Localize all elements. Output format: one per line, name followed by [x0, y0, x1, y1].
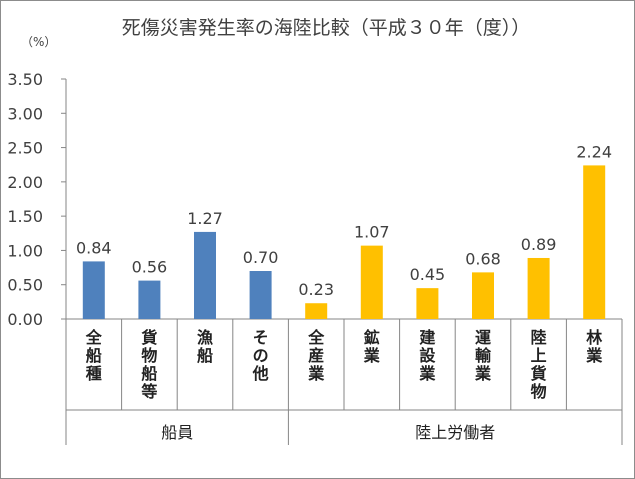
- category-label: 運輸業: [474, 328, 492, 383]
- bar-3: [194, 231, 216, 319]
- group-label: 船員: [161, 423, 193, 442]
- category-label: 全船種: [85, 328, 103, 383]
- data-label: 1.27: [187, 209, 223, 228]
- group-labels: 船員 陸上労働者: [161, 423, 495, 442]
- y-tick-label: 1.00: [7, 241, 43, 260]
- data-label: 1.07: [354, 223, 390, 242]
- bar-10: [583, 165, 606, 319]
- bars: [82, 165, 606, 319]
- category-label: 貨物船等: [140, 328, 157, 401]
- y-tick-label: 3.00: [7, 104, 43, 123]
- data-label: 0.70: [243, 248, 279, 267]
- y-tick-label: 2.50: [7, 139, 43, 158]
- data-label: 0.56: [132, 258, 168, 277]
- bar-9: [527, 257, 550, 319]
- data-label: 0.89: [521, 235, 557, 254]
- y-tick-label: 1.50: [7, 207, 43, 226]
- y-tick-label: 3.50: [7, 70, 43, 89]
- bar-2: [138, 280, 161, 319]
- bar-7: [416, 288, 439, 319]
- chart-title: 死傷災害発生率の海陸比較（平成３０年（度））: [122, 17, 531, 39]
- bar-4: [249, 271, 272, 319]
- data-label: 0.45: [410, 265, 446, 284]
- axes: 0.00 0.50 1.00 1.50 2.00 2.50 3.00 3.50: [7, 70, 623, 445]
- category-label: 林業: [585, 328, 603, 365]
- category-label: 陸上貨物: [531, 328, 547, 401]
- data-label: 0.84: [76, 238, 112, 257]
- category-label: 建設業: [418, 328, 436, 383]
- y-tick-label: 2.00: [7, 173, 43, 192]
- data-label: 0.68: [465, 249, 501, 268]
- y-tick-label: 0.00: [7, 310, 43, 329]
- bar-6: [360, 245, 383, 319]
- category-label: 鉱業: [363, 328, 381, 365]
- data-label: 0.23: [298, 280, 334, 299]
- data-label: 2.24: [576, 142, 612, 161]
- group-label: 陸上労働者: [415, 423, 495, 442]
- y-axis-unit-label: （%）: [21, 35, 56, 49]
- y-tick-label: 0.50: [7, 276, 43, 295]
- category-labels: 全船種 貨物船等 漁船 その他 全産業 鉱業 建設業 運輸業 陸上貨物 林業: [85, 328, 603, 401]
- bar-8: [472, 272, 494, 319]
- data-labels: 0.84 0.56 1.27 0.70 0.23 1.07 0.45 0.68 0.89 2.24: [76, 142, 612, 299]
- category-label: その他: [252, 328, 269, 383]
- category-label: 漁船: [197, 328, 213, 365]
- bar-5: [305, 303, 328, 319]
- bar-1: [82, 261, 105, 319]
- category-label: 全産業: [307, 328, 325, 383]
